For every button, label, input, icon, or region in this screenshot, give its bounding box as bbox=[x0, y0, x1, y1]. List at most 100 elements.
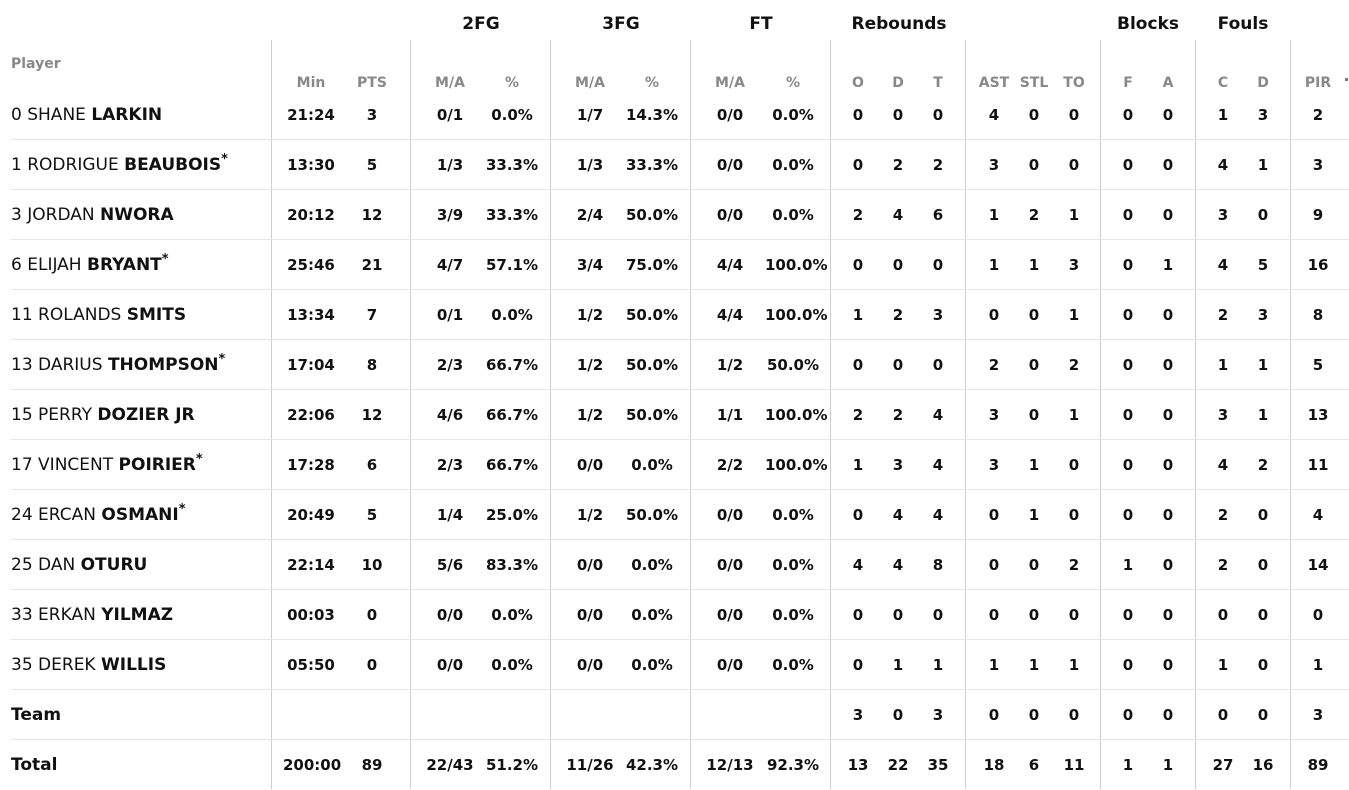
stat-blk-f: 0 bbox=[1122, 356, 1134, 374]
stat-min: 13:30 bbox=[287, 156, 335, 174]
stat-foul-d: 1 bbox=[1257, 356, 1269, 374]
stat-reb-t: 3 bbox=[932, 306, 944, 324]
player-name[interactable]: 24 ERCAN OSMANI* bbox=[11, 490, 186, 540]
stat-reb-o: 0 bbox=[852, 106, 864, 124]
stat-reb-o: 0 bbox=[852, 656, 864, 674]
player-row[interactable]: 24 ERCAN OSMANI* 20:49 5 1/4 25.0% 1/2 50.0% 0/… bbox=[0, 490, 1349, 540]
col-header-blk-f: F bbox=[1123, 75, 1133, 91]
player-number: 24 bbox=[11, 505, 33, 525]
player-name[interactable]: 13 DARIUS THOMPSON* bbox=[11, 340, 225, 390]
stat-blk-f: 1 bbox=[1122, 556, 1134, 574]
player-first-name: ERKAN bbox=[38, 605, 96, 625]
stat-ft-ma: 12/13 bbox=[706, 756, 754, 774]
player-row[interactable]: 17 VINCENT POIRIER* 17:28 6 2/3 66.7% 0/0 0.0%… bbox=[0, 440, 1349, 490]
player-name[interactable]: 33 ERKAN YILMAZ bbox=[11, 590, 173, 640]
player-last-name: POIRIER bbox=[118, 455, 196, 475]
stat-reb-d: 2 bbox=[892, 156, 904, 174]
col-header-3fg-pct: % bbox=[644, 75, 660, 91]
player-number: 17 bbox=[11, 455, 33, 475]
player-name[interactable]: 25 DAN OTURU bbox=[11, 540, 147, 590]
stat-ast: 2 bbox=[988, 356, 1000, 374]
player-row[interactable]: 6 ELIJAH BRYANT* 25:46 21 4/7 57.1% 3/4 75.0% 4… bbox=[0, 240, 1349, 290]
stat-reb-t: 3 bbox=[932, 706, 944, 724]
player-number: 13 bbox=[11, 355, 33, 375]
stat-foul-d: 5 bbox=[1257, 256, 1269, 274]
stat-blk-a: 0 bbox=[1162, 106, 1174, 124]
player-row[interactable]: 15 PERRY DOZIER JR 22:06 12 4/6 66.7% 1/2 50.0… bbox=[0, 390, 1349, 440]
player-number: 6 bbox=[11, 255, 22, 275]
stat-blk-f: 0 bbox=[1122, 306, 1134, 324]
player-name[interactable]: 3 JORDAN NWORA bbox=[11, 190, 174, 240]
stat-reb-o: 0 bbox=[852, 356, 864, 374]
stat-2fg-ma: 4/6 bbox=[436, 406, 464, 424]
stat-3fg-pct: 42.3% bbox=[625, 756, 679, 774]
stat-ft-ma: 0/0 bbox=[716, 156, 744, 174]
player-row[interactable]: 1 RODRIGUE BEAUBOIS* 13:30 5 1/3 33.3% 1/3 33.… bbox=[0, 140, 1349, 190]
player-row[interactable]: 25 DAN OTURU 22:14 10 5/6 83.3% 0/0 0.0% 0/0 0.0… bbox=[0, 540, 1349, 590]
column-divider bbox=[410, 40, 411, 789]
starter-marker: * bbox=[178, 502, 186, 517]
player-row[interactable]: 13 DARIUS THOMPSON* 17:04 8 2/3 66.7% 1/2 50.0… bbox=[0, 340, 1349, 390]
stat-stl: 0 bbox=[1028, 406, 1040, 424]
group-header-blk: Blocks bbox=[1117, 14, 1179, 34]
stat-reb-o: 13 bbox=[847, 756, 869, 774]
col-header-2fg-pct: % bbox=[504, 75, 520, 91]
stat-pir: 0 bbox=[1312, 606, 1324, 624]
player-name[interactable]: 0 SHANE LARKIN bbox=[11, 90, 162, 140]
player-row[interactable]: 33 ERKAN YILMAZ 00:03 0 0/0 0.0% 0/0 0.0% 0/0 0.… bbox=[0, 590, 1349, 640]
stat-ft-ma: 0/0 bbox=[716, 656, 744, 674]
col-header-min: Min bbox=[296, 75, 326, 91]
col-header-foul-d: D bbox=[1257, 75, 1269, 91]
stat-blk-a: 0 bbox=[1162, 656, 1174, 674]
stat-ft-pct: 0.0% bbox=[772, 656, 814, 674]
stat-blk-a: 0 bbox=[1162, 206, 1174, 224]
player-name[interactable]: 15 PERRY DOZIER JR bbox=[11, 390, 195, 440]
stat-stl: 2 bbox=[1028, 206, 1040, 224]
player-last-name: THOMPSON bbox=[107, 355, 219, 375]
row-divider bbox=[11, 239, 1349, 240]
player-name[interactable]: 1 RODRIGUE BEAUBOIS* bbox=[11, 140, 228, 190]
stat-reb-t: 0 bbox=[932, 606, 944, 624]
stat-foul-c: 4 bbox=[1217, 456, 1229, 474]
stat-2fg-pct: 0.0% bbox=[491, 106, 533, 124]
col-header-stl: STL bbox=[1019, 75, 1049, 91]
stat-blk-a: 0 bbox=[1162, 306, 1174, 324]
stat-ft-pct: 50.0% bbox=[766, 356, 820, 374]
player-name[interactable]: 35 DEREK WILLIS bbox=[11, 640, 166, 690]
stat-to: 0 bbox=[1068, 106, 1080, 124]
stat-to: 0 bbox=[1068, 606, 1080, 624]
stat-pir: 16 bbox=[1307, 256, 1329, 274]
player-last-name: OSMANI bbox=[101, 505, 179, 525]
stat-min: 22:14 bbox=[287, 556, 335, 574]
stat-2fg-pct: 0.0% bbox=[491, 606, 533, 624]
stat-2fg-pct bbox=[484, 690, 540, 740]
stat-min: 05:50 bbox=[287, 656, 335, 674]
player-name[interactable]: 6 ELIJAH BRYANT* bbox=[11, 240, 169, 290]
stat-2fg-pct: 33.3% bbox=[485, 156, 539, 174]
stat-pir: 2 bbox=[1312, 106, 1324, 124]
stat-reb-o: 0 bbox=[852, 256, 864, 274]
stat-ft-ma: 4/4 bbox=[716, 306, 744, 324]
stat-pts: 8 bbox=[366, 356, 378, 374]
stat-2fg-ma: 3/9 bbox=[436, 206, 464, 224]
stat-reb-t: 35 bbox=[927, 756, 949, 774]
player-row[interactable]: 3 JORDAN NWORA 20:12 12 3/9 33.3% 2/4 50.0% 0/0… bbox=[0, 190, 1349, 240]
stat-blk-a: 0 bbox=[1162, 706, 1174, 724]
stat-reb-d: 0 bbox=[892, 356, 904, 374]
player-row[interactable]: 0 SHANE LARKIN 21:24 3 0/1 0.0% 1/7 14.3% 0/0 0.… bbox=[0, 90, 1349, 140]
stat-blk-f: 0 bbox=[1122, 706, 1134, 724]
col-header-ast: AST bbox=[978, 75, 1010, 91]
stat-ast: 0 bbox=[988, 706, 1000, 724]
row-divider bbox=[11, 589, 1349, 590]
player-row[interactable]: 11 ROLANDS SMITS 13:34 7 0/1 0.0% 1/2 50.0% 4/4… bbox=[0, 290, 1349, 340]
stat-2fg-pct: 66.7% bbox=[485, 356, 539, 374]
col-header-foul-c: C bbox=[1217, 75, 1229, 91]
stat-ft-pct: 100.0% bbox=[765, 406, 828, 424]
player-first-name: ROLANDS bbox=[38, 305, 122, 325]
stat-foul-d: 1 bbox=[1257, 406, 1269, 424]
player-name[interactable]: 17 VINCENT POIRIER* bbox=[11, 440, 203, 490]
stat-reb-o: 0 bbox=[852, 506, 864, 524]
player-name[interactable]: 11 ROLANDS SMITS bbox=[11, 290, 186, 340]
player-last-name: OTURU bbox=[80, 555, 148, 575]
player-row[interactable]: 35 DEREK WILLIS 05:50 0 0/0 0.0% 0/0 0.0% 0/0 0.… bbox=[0, 640, 1349, 690]
